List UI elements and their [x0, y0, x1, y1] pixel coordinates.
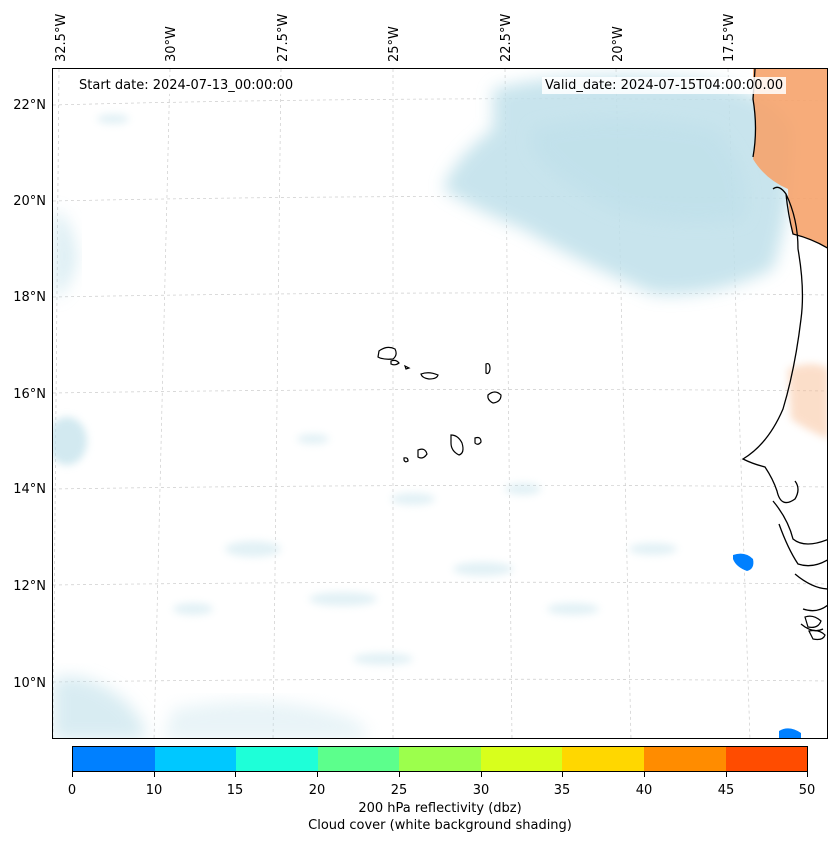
lat-label-14n: 14°N	[13, 482, 46, 497]
valid-date-label: Valid_date: 2024-07-15T04:00:00.00	[542, 77, 787, 94]
colorbar-segment-25-30	[399, 747, 481, 771]
gridline-lon-32-5	[53, 69, 60, 738]
island-boa-vista	[487, 391, 502, 404]
colorbar-segment-45-50	[725, 747, 808, 771]
colorbar-tickmark	[317, 772, 318, 777]
island-sao-vicente	[390, 359, 400, 366]
lon-label-32-5w: 32.5°W	[54, 13, 69, 62]
cloud-region-south	[163, 701, 368, 738]
gridline-lon-17-5	[727, 69, 751, 738]
reflectivity-cell-12n	[733, 553, 754, 571]
island-santiago	[450, 434, 464, 456]
lat-label-22n: 22°N	[13, 98, 46, 113]
colorbar-segment-40-45	[643, 747, 726, 771]
island-maio	[474, 436, 482, 445]
gridline-lon-20	[615, 69, 632, 738]
colorbar-tick-label: 15	[226, 783, 244, 798]
lat-label-12n: 12°N	[13, 579, 46, 594]
colorbar-tickmark	[481, 772, 482, 777]
colorbar-tickmark	[399, 772, 400, 777]
land-shading-orange-south	[788, 364, 827, 439]
start-date-label: Start date: 2024-07-13_00:00:00	[76, 77, 297, 94]
reflectivity-cells	[733, 553, 801, 738]
africa-land	[741, 69, 827, 641]
colorbar-tick-label: 30	[472, 783, 490, 798]
island-brava	[403, 457, 409, 463]
gridline-lon-27-5	[272, 69, 282, 738]
lat-label-16n: 16°N	[13, 387, 46, 402]
colorbar-segment-20-25	[317, 747, 400, 771]
cloud-cover-shading	[53, 75, 793, 738]
gridline-lon-30	[153, 69, 171, 738]
lon-label-30w: 30°W	[164, 26, 179, 62]
colorbar-segment-30-35	[480, 747, 563, 771]
colorbar-tick-label: 10	[145, 783, 163, 798]
lon-label-17-5w: 17.5°W	[722, 13, 737, 62]
map-canvas	[53, 69, 827, 738]
colorbar-segment-10-15	[154, 747, 237, 771]
lat-label-10n: 10°N	[13, 676, 46, 691]
colorbar-tickmark	[807, 772, 808, 777]
gridline-lat-20	[53, 196, 827, 202]
colorbar-tickmark	[154, 772, 155, 777]
colorbar-segment-35-40	[562, 747, 644, 771]
colorbar-tick-label: 45	[717, 783, 735, 798]
colorbar-tickmark	[72, 772, 73, 777]
cloud-region-southwest	[53, 676, 146, 738]
lon-label-20w: 20°W	[611, 26, 626, 62]
colorbar-tick-label: 35	[553, 783, 571, 798]
colorbar-segment-0-10	[73, 747, 155, 771]
colorbar-tick-label: 20	[308, 783, 326, 798]
cloud-region-west	[53, 209, 77, 299]
island-fogo	[417, 448, 428, 459]
cape-verde-islands	[377, 346, 502, 463]
coastline	[741, 69, 827, 632]
lat-label-18n: 18°N	[13, 290, 46, 305]
colorbar	[72, 746, 808, 772]
island-santa-luzia	[403, 364, 411, 370]
gridline-lat-22	[53, 98, 827, 106]
reflectivity-cell-south	[779, 728, 801, 738]
map-panel[interactable]	[52, 68, 828, 739]
colorbar-tickmark	[726, 772, 727, 777]
lon-label-25w: 25°W	[387, 26, 402, 62]
coastline-islands-south	[804, 615, 826, 641]
gridline-lat-18	[53, 292, 827, 298]
colorbar-title: 200 hPa reflectivity (dbz)	[358, 801, 522, 816]
scattered-cloud-cells	[97, 114, 677, 665]
colorbar-segment-15-20	[236, 747, 318, 771]
colorbar-tick-label: 50	[798, 783, 816, 798]
colorbar-tick-label: 40	[635, 783, 653, 798]
gridline-lat-10	[53, 678, 827, 683]
colorbar-tickmark	[562, 772, 563, 777]
land-shading-orange	[753, 69, 827, 248]
lat-label-20n: 20°N	[13, 194, 46, 209]
lon-label-27-5w: 27.5°W	[276, 13, 291, 62]
lon-label-22-5w: 22.5°W	[499, 13, 514, 62]
colorbar-tickmark	[235, 772, 236, 777]
gridline-lat-14	[53, 485, 827, 490]
gridline-lat-12	[53, 581, 827, 586]
colorbar-subtitle: Cloud cover (white background shading)	[308, 818, 572, 833]
cloud-patch-west-15n	[53, 417, 87, 465]
island-sal	[485, 362, 491, 375]
gridline-lat-16	[53, 389, 827, 394]
graticule	[53, 69, 827, 738]
island-sao-nicolau	[420, 372, 439, 380]
colorbar-tickmark	[644, 772, 645, 777]
gridline-lon-22-5	[504, 69, 513, 738]
colorbar-tick-label: 0	[67, 783, 77, 798]
island-santo-antao	[377, 346, 397, 360]
colorbar-tick-label: 25	[390, 783, 408, 798]
cloud-region-northeast	[533, 119, 745, 223]
